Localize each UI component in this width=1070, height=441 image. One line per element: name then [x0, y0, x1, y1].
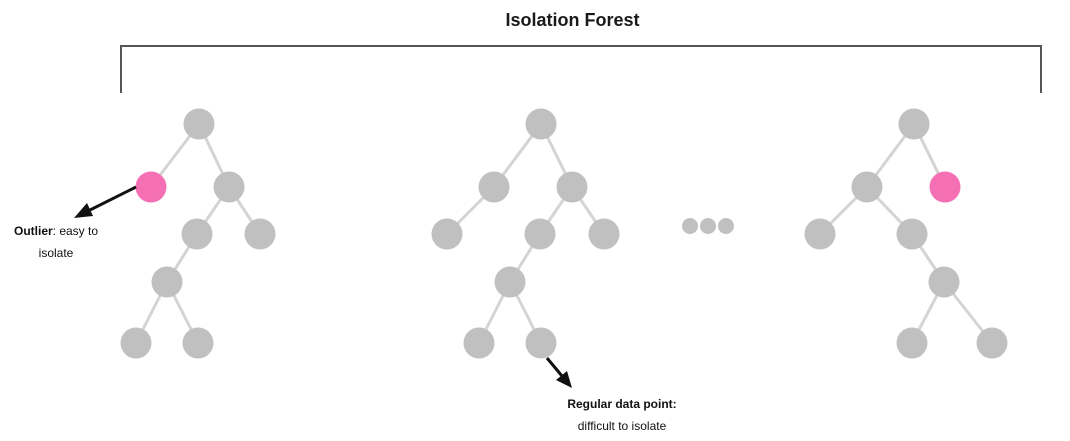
ellipsis-dots: [682, 218, 734, 234]
outlier-arrow-shaft: [89, 185, 137, 212]
tree-node: [556, 171, 588, 203]
tree-node: [588, 218, 620, 250]
tree-node: [213, 171, 245, 203]
tree-node: [181, 218, 213, 250]
regular-label-line2: difficult to isolate: [577, 419, 667, 433]
outlier-node: [929, 171, 961, 203]
tree-node: [183, 108, 215, 140]
tree-node: [151, 266, 183, 298]
tree-node: [851, 171, 883, 203]
ellipsis-dot: [682, 218, 698, 234]
tree-node: [244, 218, 276, 250]
regular-arrow-shaft: [545, 357, 564, 377]
tree-node: [463, 327, 495, 359]
tree-node: [976, 327, 1008, 359]
tree-node: [896, 218, 928, 250]
outlier-label-bold: Outlier: [13, 224, 53, 238]
tree-node: [182, 327, 214, 359]
tree-node: [494, 266, 526, 298]
diagram-title: Isolation Forest: [505, 10, 640, 30]
outlier-label-line2: isolate: [38, 246, 74, 260]
trees-layer: [120, 108, 1008, 359]
tree-node: [478, 171, 510, 203]
outlier-arrow-head: [74, 203, 93, 218]
tree-node: [525, 108, 557, 140]
tree-node: [928, 266, 960, 298]
tree-1: [120, 108, 276, 359]
tree-node: [804, 218, 836, 250]
tree-node: [120, 327, 152, 359]
tree-3: [804, 108, 1008, 359]
ellipsis-dot: [718, 218, 734, 234]
tree-node: [525, 327, 557, 359]
outlier-arrow: [74, 185, 137, 218]
tree-node: [431, 218, 463, 250]
regular-arrow-head: [556, 371, 572, 388]
tree-node: [898, 108, 930, 140]
tree-2: [431, 108, 620, 359]
outlier-node: [135, 171, 167, 203]
ellipsis-dot: [700, 218, 716, 234]
regular-arrow: [545, 357, 572, 388]
forest-bracket: [120, 45, 1042, 93]
regular-label-line1: Regular data point:: [567, 397, 677, 411]
outlier-label-rest: : easy to: [52, 224, 99, 238]
outlier-label: Outlier: easy to isolate: [4, 220, 108, 264]
tree-node: [896, 327, 928, 359]
tree-node: [524, 218, 556, 250]
regular-point-label: Regular data point: difficult to isolate: [548, 393, 696, 437]
